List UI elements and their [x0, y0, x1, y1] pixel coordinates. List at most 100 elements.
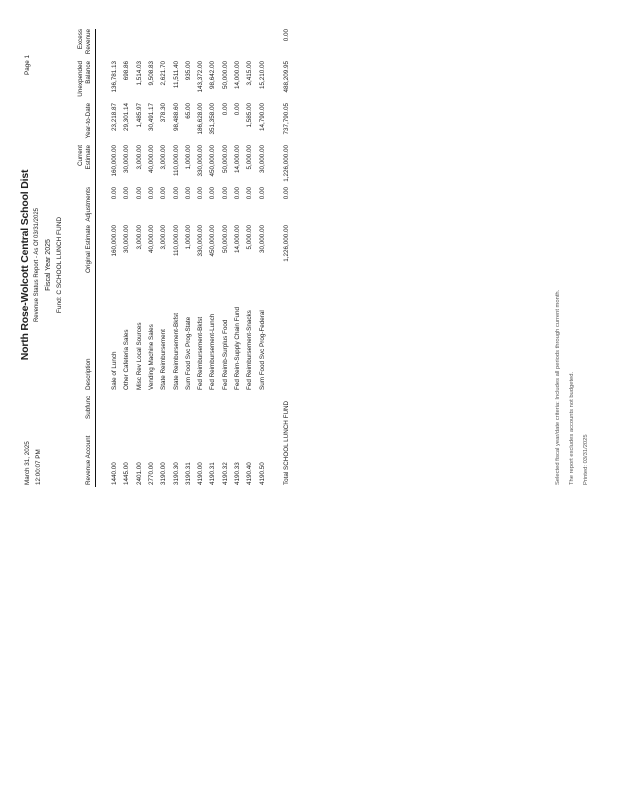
- cell-original: 1,000.00: [184, 225, 192, 250]
- cell-current: 5,000.00: [246, 145, 254, 170]
- total-adjustments: 0.00: [283, 187, 290, 200]
- cell-description: Vending Machine Sales: [147, 324, 155, 390]
- cell-account: 4190.32: [221, 462, 229, 485]
- cell-ytd: 1,585.00: [246, 103, 254, 128]
- cell-unexpended: 98,642.00: [209, 61, 217, 90]
- total-current: 1,226,000.00: [283, 145, 290, 182]
- cell-unexpended: 1,514.03: [135, 61, 143, 86]
- cell-current: 30,000.00: [123, 145, 131, 174]
- cell-original: 3,000.00: [135, 225, 143, 250]
- cell-original: 50,000.00: [221, 225, 229, 254]
- total-excess: 0.00: [283, 29, 290, 42]
- cell-ytd: 0.00: [221, 103, 229, 116]
- total-unexpended: 488,209.95: [283, 61, 290, 93]
- cell-adjustments: 0.00: [147, 187, 155, 200]
- cell-original: 5,000.00: [246, 225, 254, 250]
- cell-account: 2401.00: [135, 462, 143, 485]
- cell-current: 1,000.00: [184, 145, 192, 170]
- cell-current: 50,000.00: [221, 145, 229, 174]
- cell-adjustments: 0.00: [258, 187, 266, 200]
- note: Selected fiscal year/date criteria: Incl…: [555, 289, 561, 485]
- cell-unexpended: 698.86: [123, 61, 131, 81]
- note: The report excludes accounts not budgete…: [569, 371, 575, 485]
- total-original: 1,226,000.00: [283, 225, 290, 262]
- fund-label: Fund: C SCHOOL LUNCH FUND: [56, 216, 63, 314]
- cell-original: 160,000.00: [111, 225, 118, 257]
- cell-account: 4190.00: [197, 462, 205, 485]
- cell-adjustments: 0.00: [209, 187, 217, 200]
- cell-ytd: 29,301.14: [123, 103, 131, 132]
- cell-account: 1440.00: [111, 462, 118, 485]
- cell-description: Fed Reimb-Surplus Food: [221, 319, 229, 390]
- cell-description: State Reimbursement: [160, 329, 168, 390]
- table-row: 1440.00 Sale of Lunch 160,000.00 0.00 160,00…: [111, 25, 123, 505]
- cell-account: 4190.31: [209, 462, 217, 485]
- cell-adjustments: 0.00: [111, 187, 118, 200]
- cell-account: 3190.30: [172, 462, 180, 485]
- cell-original: 30,000.00: [123, 225, 131, 254]
- report-date: March 31, 2025: [24, 441, 31, 485]
- cell-original: 3,000.00: [160, 225, 168, 250]
- cell-description: Fed Reimbursement-Snacks: [246, 310, 254, 390]
- cell-unexpended: 9,508.83: [147, 61, 155, 86]
- total-ytd: 737,790.05: [283, 103, 290, 135]
- column-header-current: Current Estimate: [77, 145, 92, 170]
- cell-unexpended: 14,000.00: [234, 61, 241, 90]
- report-title: North Rose-Wolcott Central School Dist: [19, 169, 31, 361]
- column-header-account: Revenue Account: [84, 435, 92, 485]
- cell-current: 330,000.00: [197, 145, 205, 177]
- cell-account: 4190.40: [246, 462, 254, 485]
- cell-ytd: 186,628.00: [197, 103, 205, 135]
- cell-current: 40,000.00: [147, 145, 155, 174]
- cell-ytd: 98,488.60: [172, 103, 180, 132]
- table-row: 4190.00 Fed Reimbursement-Bkfst 330,000.00…: [197, 25, 209, 505]
- cell-unexpended: 2,621.70: [160, 61, 168, 86]
- cell-account: 3190.00: [160, 462, 168, 485]
- table-row: 4190.50 Sum Food Svc Prog-Federal 30,000.0…: [259, 25, 271, 505]
- cell-original: 14,000.00: [234, 225, 241, 254]
- cell-ytd: 14,790.00: [258, 103, 266, 132]
- cell-current: 3,000.00: [135, 145, 143, 170]
- table-row: 4190.40 Fed Reimbursement-Snacks 5,000.00 0…: [246, 25, 258, 505]
- cell-ytd: 1,485.97: [135, 103, 143, 128]
- cell-adjustments: 0.00: [123, 187, 131, 200]
- cell-account: 1445.00: [123, 462, 131, 485]
- column-header-excess: Excess Revenue: [77, 29, 92, 55]
- column-header-unexpended: Unexpended Balance: [77, 61, 92, 97]
- cell-original: 450,000.00: [209, 225, 217, 257]
- cell-unexpended: 935.00: [184, 61, 192, 81]
- cell-unexpended: 136,781.13: [111, 61, 118, 93]
- cell-adjustments: 0.00: [246, 187, 254, 200]
- cell-adjustments: 0.00: [172, 187, 180, 200]
- table-row: 1445.00 Other Cafeteria Sales 30,000.00 0.0…: [123, 25, 135, 505]
- report-time: 12:00:07 PM: [35, 449, 42, 485]
- table-row: 4190.32 Fed Reimb-Surplus Food 50,000.00 0.…: [222, 25, 234, 505]
- header-divider: [95, 29, 96, 487]
- cell-account: 4190.50: [258, 462, 266, 485]
- cell-current: 30,000.00: [258, 145, 266, 174]
- cell-ytd: 351,358.00: [209, 103, 217, 135]
- cell-adjustments: 0.00: [221, 187, 229, 200]
- cell-ytd: 30,491.17: [147, 103, 155, 132]
- report-subtitle: Revenue Status Report - As Of 03/31/2025: [34, 207, 40, 323]
- cell-description: Sum Food Svc Prog-Federal: [258, 310, 266, 390]
- cell-description: Other Cafeteria Sales: [123, 329, 131, 390]
- total-row: Total SCHOOL LUNCH FUND 1,226,000.00 0.00 1…: [283, 25, 295, 505]
- column-header-ytd: Year-to-Date: [84, 103, 92, 139]
- cell-description: Sum Food Svc Prog-State: [184, 316, 192, 390]
- page-number: Page 1: [24, 55, 31, 75]
- cell-ytd: 65.00: [184, 103, 192, 119]
- cell-current: 450,000.00: [209, 145, 217, 177]
- cell-unexpended: 11,511.40: [172, 61, 180, 89]
- cell-ytd: 0.00: [234, 103, 241, 116]
- rotated-report-page: March 31, 2025 12:00:07 PM North Rose-Wo…: [15, 25, 605, 505]
- cell-original: 30,000.00: [258, 225, 266, 254]
- total-label: Total SCHOOL LUNCH FUND: [283, 400, 290, 485]
- cell-adjustments: 0.00: [234, 187, 241, 200]
- cell-current: 14,000.00: [234, 145, 241, 174]
- cell-current: 3,000.00: [160, 145, 168, 170]
- cell-description: Misc Rev Local Sources: [135, 322, 143, 390]
- cell-description: Fed Reimbursement-Lunch: [209, 313, 217, 390]
- cell-description: Sale of Lunch: [111, 351, 118, 390]
- cell-ytd: 23,218.87: [111, 103, 118, 132]
